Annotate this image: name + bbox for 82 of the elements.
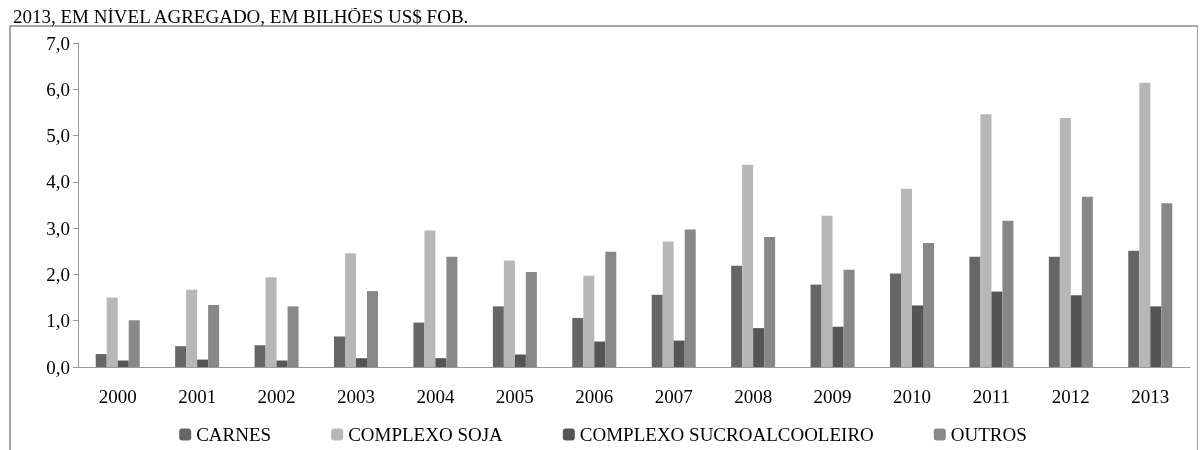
bar	[583, 275, 595, 367]
bar	[980, 114, 992, 367]
bar	[413, 322, 425, 367]
x-tick-label: 2004	[416, 386, 455, 407]
bar	[1070, 295, 1082, 367]
x-tick-label: 2005	[495, 386, 534, 407]
bar	[1002, 220, 1014, 367]
x-tick-label: 2009	[813, 386, 852, 407]
bar	[106, 297, 118, 367]
bar	[514, 354, 526, 367]
bar	[1048, 256, 1060, 367]
bar	[208, 304, 220, 367]
bar	[684, 229, 696, 367]
bar	[832, 326, 844, 367]
bar	[605, 251, 617, 367]
bar	[912, 305, 923, 367]
bar	[356, 358, 367, 367]
y-tick-label: 3,0	[46, 217, 70, 239]
bar	[1161, 203, 1173, 367]
y-tick-label: 7,0	[46, 32, 70, 54]
x-tick-label: 2010	[893, 386, 931, 407]
bar	[367, 291, 378, 367]
x-tick-label: 2008	[734, 386, 773, 407]
bar	[186, 289, 198, 367]
bar	[424, 230, 436, 367]
x-tick-label: 2007	[654, 386, 693, 407]
bar	[435, 358, 447, 367]
x-tick-label: 2003	[337, 386, 375, 407]
y-tick-label: 2,0	[46, 263, 70, 285]
bar	[95, 354, 107, 367]
bar	[446, 256, 458, 367]
legend-label: CARNES	[196, 424, 272, 445]
bar	[1150, 306, 1162, 367]
bar	[525, 272, 537, 367]
bar	[117, 360, 129, 367]
bar	[810, 284, 822, 367]
bar	[128, 320, 140, 367]
x-tick-label: 2006	[575, 386, 614, 407]
bar	[969, 256, 981, 367]
bar	[764, 236, 776, 367]
y-tick-label: 6,0	[46, 78, 70, 100]
legend-label: OUTROS	[950, 424, 1027, 445]
bar	[731, 265, 743, 367]
x-tick-label: 2002	[257, 386, 296, 407]
y-tick-label: 1,0	[46, 310, 70, 332]
bar	[890, 273, 901, 367]
bar	[821, 215, 833, 367]
bar	[287, 306, 299, 367]
bar	[492, 306, 504, 367]
y-tick-label: 5,0	[46, 125, 70, 147]
bar	[1081, 196, 1093, 367]
bar	[334, 336, 345, 367]
x-tick-label: 2011	[972, 386, 1011, 407]
bar	[753, 328, 765, 367]
x-tick-label: 2001	[178, 386, 217, 407]
bar	[572, 317, 584, 367]
x-tick-label: 2012	[1051, 386, 1090, 407]
bar	[1059, 117, 1071, 367]
x-tick-label: 2013	[1131, 386, 1170, 407]
bar	[651, 294, 663, 367]
y-tick-label: 4,0	[46, 171, 70, 193]
bar	[175, 346, 187, 367]
bar	[843, 269, 855, 367]
bar	[1128, 250, 1140, 367]
legend-label: COMPLEXO SOJA	[348, 424, 504, 445]
bar	[197, 359, 209, 367]
bar	[662, 241, 674, 367]
bar	[265, 277, 277, 367]
bar	[1139, 82, 1151, 367]
bar	[503, 260, 515, 367]
bar	[901, 188, 912, 367]
y-tick-label: 0,0	[46, 356, 70, 378]
bar	[254, 345, 266, 367]
bar	[673, 340, 685, 367]
bar	[923, 242, 934, 367]
bar	[742, 164, 754, 367]
bar	[276, 360, 288, 367]
bar	[345, 253, 356, 367]
bar	[594, 341, 606, 367]
legend-label: COMPLEXO SUCROALCOOLEIRO	[579, 424, 874, 445]
x-tick-label: 2000	[98, 386, 137, 407]
bar	[991, 291, 1003, 367]
